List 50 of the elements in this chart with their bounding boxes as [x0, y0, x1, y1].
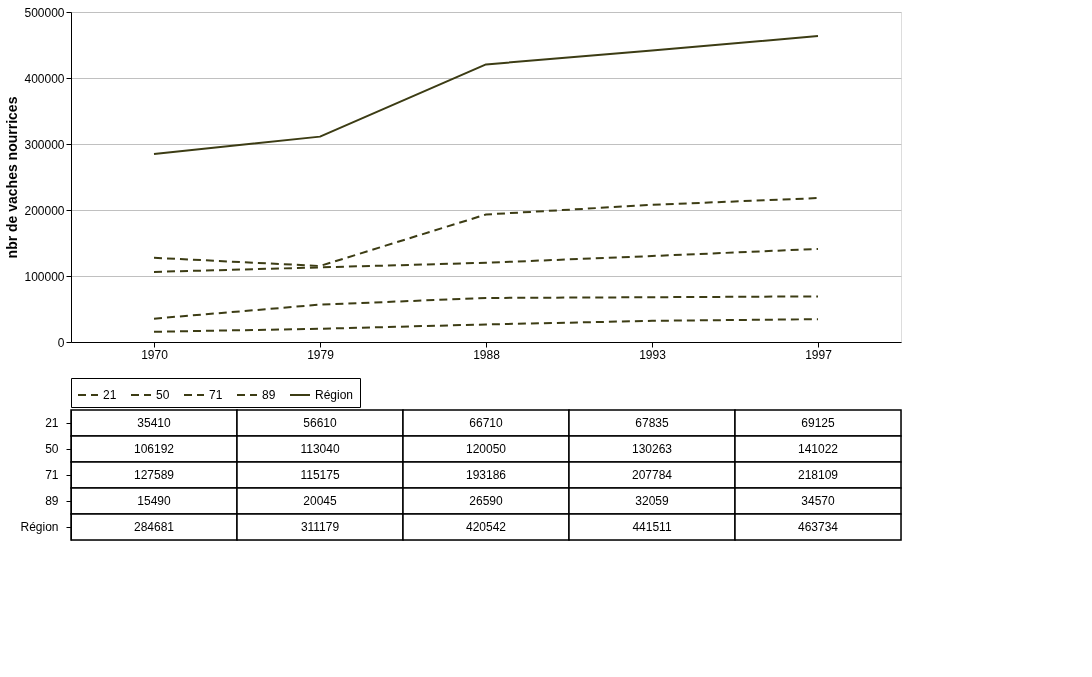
- data-label: 141022: [797, 442, 839, 456]
- legend-label: 89: [262, 388, 276, 402]
- text: 89: [45, 494, 59, 508]
- data-label: 193186: [465, 468, 507, 482]
- x-tick-label: 1988: [473, 347, 501, 362]
- data-label: 120050: [465, 442, 507, 456]
- text: Région: [20, 520, 59, 534]
- data-label: 420542: [465, 520, 507, 534]
- data-label: 441511: [632, 520, 672, 534]
- data-label: 26590: [469, 494, 504, 508]
- y-tick-label: 200000: [24, 203, 65, 218]
- y-tick-label: 100000: [24, 269, 65, 284]
- x-tick-label: 1979: [307, 347, 335, 362]
- data-label: 66710: [469, 416, 504, 430]
- data-label: 106192: [133, 442, 175, 456]
- x-tick-label: 1970: [141, 347, 169, 362]
- legend-label: 50: [156, 388, 170, 402]
- y-tick-label: 300000: [24, 137, 65, 152]
- data-label: 218109: [797, 468, 839, 482]
- data-label: 67835: [635, 416, 670, 430]
- line-series: [153, 295, 819, 320]
- data-label: 15490: [137, 494, 172, 508]
- data-label: 463734: [797, 520, 839, 534]
- y-tick-label: 0: [57, 335, 65, 350]
- line-series: [153, 34, 819, 156]
- data-label: 35410: [137, 416, 172, 430]
- data-label: 115175: [300, 468, 340, 482]
- y-tick-label: 400000: [24, 71, 65, 86]
- data-label: 127589: [133, 468, 175, 482]
- text: 50: [45, 442, 59, 456]
- data-label: 69125: [801, 416, 836, 430]
- text: 71: [45, 468, 59, 482]
- data-label: 32059: [635, 494, 670, 508]
- text: 21: [45, 416, 59, 430]
- x-tick-label: 1993: [639, 347, 667, 362]
- data-label: 311179: [300, 520, 340, 534]
- data-label: 20045: [303, 494, 338, 508]
- data-label: 130263: [631, 442, 673, 456]
- x-tick-label: 1997: [805, 347, 833, 362]
- data-label: 284681: [133, 520, 175, 534]
- line-series: [153, 318, 819, 333]
- data-label: 113040: [300, 442, 340, 456]
- legend-label: 21: [103, 388, 117, 402]
- data-label: 56610: [303, 416, 338, 430]
- legend-label: Région: [315, 388, 354, 402]
- legend-label: 71: [209, 388, 223, 402]
- data-label: 207784: [631, 468, 673, 482]
- data-label: 34570: [801, 494, 836, 508]
- y-axis-title: nbr de vaches nourrices: [4, 96, 21, 259]
- y-tick-label: 500000: [24, 5, 65, 20]
